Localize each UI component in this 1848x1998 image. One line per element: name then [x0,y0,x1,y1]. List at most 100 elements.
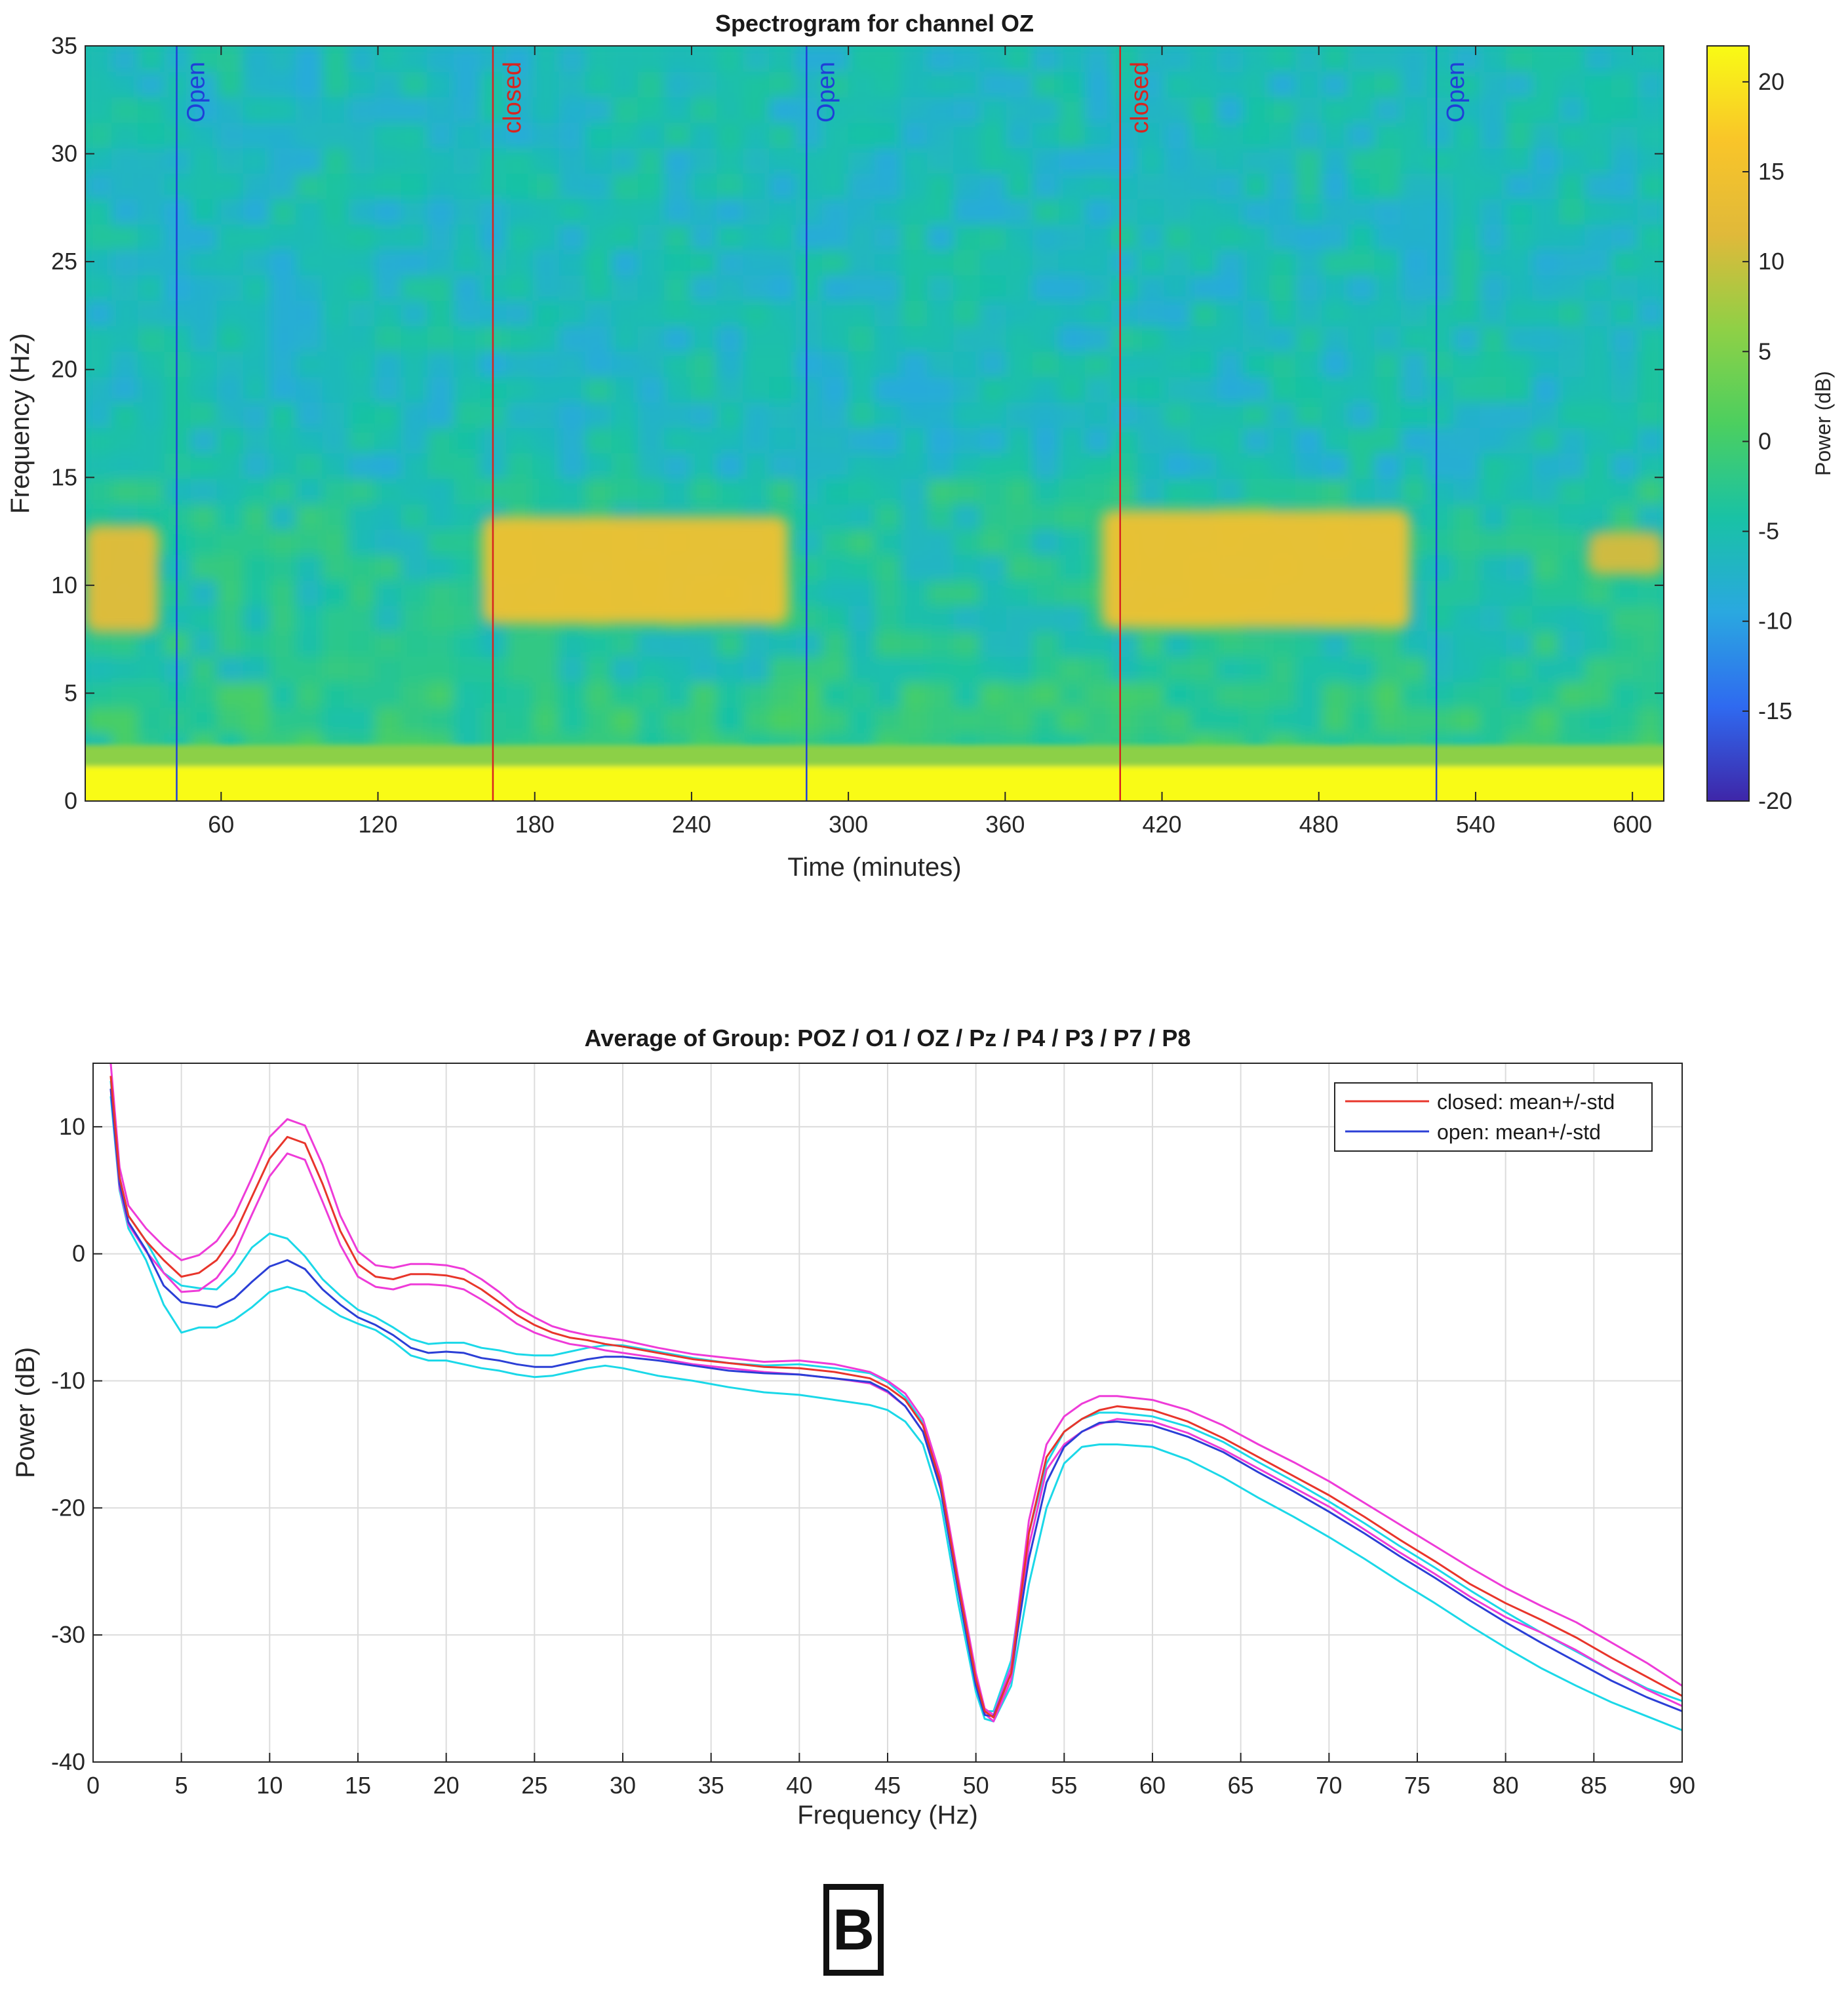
spectrogram-cell [611,681,639,708]
spectrogram-cell [296,605,323,632]
spectrogram-cell [138,478,165,505]
spectrogram-cell [1348,402,1375,428]
spectrogram-cell [585,452,612,479]
spectrogram-cell [637,351,665,378]
spectrogram-cell [401,249,428,276]
spectrogram-cell [243,579,270,606]
spectrogram-cell [979,224,1007,250]
spectrogram-cell [1348,631,1375,657]
spectrogram-cell [374,579,402,606]
spectrogram-cell [585,224,612,250]
spectrogram-cell [979,325,1007,352]
spectrogram-cell [1269,427,1297,454]
spectrogram-cell [138,224,165,250]
spectrogram-cell [374,376,402,403]
spectrogram-cell [875,529,902,555]
spec-xtick-label: 180 [515,811,555,838]
spectrogram-cell [322,147,349,174]
spectrogram-cell [743,478,770,505]
spectrogram-cell [901,224,928,250]
spectrogram-cell [1058,631,1086,657]
spectrogram-cell [875,605,902,632]
spectrogram-cell [269,427,297,454]
spectrogram-cell [348,503,376,530]
spectrogram-cell [848,249,875,276]
spectrogram-cell [427,351,454,378]
spectrogram-cell [164,46,191,72]
psd-xtick-label: 90 [1669,1772,1695,1799]
spectrogram-cell [585,707,612,734]
spectrogram-cell [611,198,639,225]
spectrogram-cell [1532,452,1560,479]
spectrogram-cell [875,198,902,225]
spectrogram-cell [1058,605,1086,632]
spectrogram-cell [111,351,139,378]
spectrogram-cell [164,71,191,98]
spectrogram-cell [164,681,191,708]
spectrogram-cell [138,147,165,174]
spectrogram-cell [322,71,349,98]
legend-box [1334,1082,1653,1152]
spectrogram-cell [269,529,297,555]
spectrogram-cell [1611,96,1638,123]
alpha-band [1101,509,1411,629]
spectrogram-cell [1164,376,1191,403]
spectrogram-cell [164,529,191,555]
spectrogram-cell [1400,376,1428,403]
spectrogram-cell [769,71,796,98]
spectrogram-cell [1269,172,1297,199]
spectrogram-cell [1400,172,1428,199]
spectrogram-cell [875,478,902,505]
spectrogram-cell [322,478,349,505]
spectrogram-cell [611,707,639,734]
spectrogram-cell [1584,300,1612,326]
spectrogram-cell [1269,275,1297,301]
spectrogram-cell [269,351,297,378]
spectrogram-cell [769,198,796,225]
spectrogram-cell [1611,376,1638,403]
spectrogram-cell [1190,275,1217,301]
spectrogram-cell [401,96,428,123]
spectrogram-cell [848,579,875,606]
spectrogram-cell [532,46,560,72]
spectrogram-cell [532,96,560,123]
spectrogram-cell [453,300,481,326]
spectrogram-cell [848,529,875,555]
spectrogram-cell [506,325,534,352]
spectrogram-cell [374,71,402,98]
spectrogram-cell [1374,172,1402,199]
spectrogram-cell [1295,478,1323,505]
spectrogram-cell [532,631,560,657]
spectrogram-cell [1584,325,1612,352]
spectrogram-cell [1085,681,1112,708]
spectrogram-cell [269,325,297,352]
spectrogram-cell [532,452,560,479]
spectrogram-cell [1085,249,1112,276]
spectrogram-cell [322,529,349,555]
spectrogram-cell [1085,631,1112,657]
spectrogram-cell [637,147,665,174]
spectrogram-cell [875,275,902,301]
spectrogram-cell [164,605,191,632]
spectrogram-cell [901,478,928,505]
spectrogram-cell [875,96,902,123]
spectrogram-cell [927,452,954,479]
spectrogram-cell [663,376,692,403]
spectrogram-cell [559,96,586,123]
spectrogram-cell [506,631,534,657]
spectrogram-cell [559,402,586,428]
spectrogram-cell [427,300,454,326]
spectrogram-cell [138,249,165,276]
spectrogram-cell [427,503,454,530]
spectrogram-cell [1532,122,1560,149]
spectrogram-cell [1426,579,1454,606]
spectrogram-cell [427,325,454,352]
spectrogram-cell [690,300,718,326]
spectrogram-cell [427,198,454,225]
spectrogram-cell [1348,351,1375,378]
spectrogram-cell [717,46,744,72]
spectrogram-cell [585,46,612,72]
spectrogram-cell [821,656,849,682]
spectrogram-cell [663,452,692,479]
spectrogram-cell [1190,96,1217,123]
